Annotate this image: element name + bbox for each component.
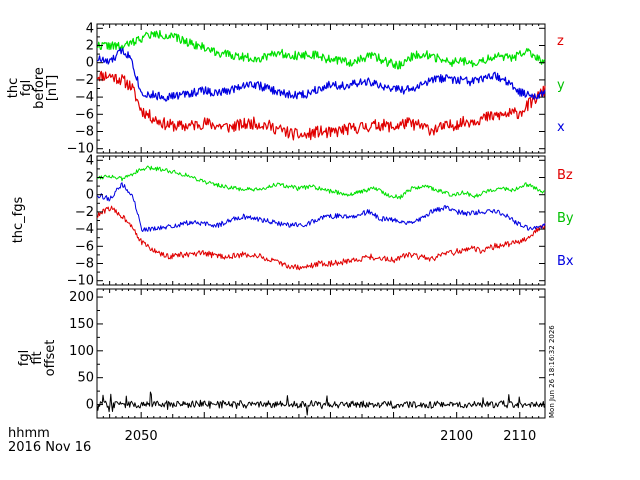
panel-fgl-fit-offset: 0 50 100 150 200 2050 2100 2110 fgl fit offset… bbox=[17, 288, 556, 444]
ytick-label: −8 bbox=[75, 125, 94, 140]
ytick-label: −8 bbox=[75, 257, 94, 272]
panel-2-frame bbox=[96, 155, 546, 286]
series-By-line bbox=[96, 165, 546, 200]
panel-1-ylabel-4: [nT] bbox=[45, 75, 60, 101]
xtick-label: 2110 bbox=[503, 429, 536, 444]
ytick-label: 2 bbox=[86, 171, 94, 186]
panel-2-ylabel: thc_fgs bbox=[11, 196, 26, 243]
ytick-label: −2 bbox=[75, 73, 94, 88]
ytick-label: 150 bbox=[69, 317, 94, 332]
panel-3-ylabel-3: offset bbox=[43, 340, 58, 377]
panel-3-ylabel-2: fit bbox=[30, 351, 45, 364]
ytick-label: 0 bbox=[86, 398, 94, 413]
ytick-label: 2 bbox=[86, 39, 94, 54]
ytick-label: 100 bbox=[69, 344, 94, 359]
ytick-label: −4 bbox=[75, 90, 94, 105]
legend-z: z bbox=[557, 34, 564, 49]
legend-x: x bbox=[557, 120, 565, 135]
ytick-label: 50 bbox=[77, 371, 94, 386]
panel-1-frame bbox=[96, 23, 546, 154]
ytick-label: −6 bbox=[75, 239, 94, 254]
ytick-label: 4 bbox=[86, 21, 94, 36]
legend-bx: Bx bbox=[557, 254, 574, 269]
x-axis-label: hhmm bbox=[8, 426, 50, 441]
panel-1-ylabel-3: before bbox=[32, 67, 47, 109]
series-y-line bbox=[96, 30, 546, 70]
panel-1-ylabel-1: thc bbox=[6, 78, 21, 98]
ytick-label: −10 bbox=[67, 142, 94, 157]
ytick-label: 200 bbox=[69, 290, 94, 305]
ytick-label: −6 bbox=[75, 107, 94, 122]
ytick-label: −10 bbox=[67, 274, 94, 289]
ytick-label: −4 bbox=[75, 222, 94, 237]
series-offset-line bbox=[96, 391, 546, 416]
ytick-label: 4 bbox=[86, 153, 94, 168]
series-Bz-line bbox=[96, 205, 546, 271]
series-x-line bbox=[96, 47, 546, 102]
legend-bz: Bz bbox=[557, 168, 573, 183]
panel-3-ylabel-1: fgl bbox=[17, 350, 32, 366]
series-Bx-line bbox=[96, 182, 546, 232]
panel-1-ylabel-2: fgl bbox=[19, 80, 34, 96]
panel-fgs: −10 −8 −6 −4 −2 0 2 4 thc_fgs Bz By Bx bbox=[11, 153, 574, 288]
ytick-label: 0 bbox=[86, 188, 94, 203]
xtick-label: 2050 bbox=[125, 429, 158, 444]
xtick-label: 2100 bbox=[440, 429, 473, 444]
date-label: 2016 Nov 16 bbox=[8, 440, 91, 455]
timestamp-stamp: Mon Jun 26 18:16:32 2026 bbox=[548, 325, 556, 418]
legend-by: By bbox=[557, 211, 574, 226]
panel-fgl-before: −10 −8 −6 −4 −2 0 2 4 thc fgl before [nT] z y x bbox=[6, 21, 565, 156]
panel-3-frame bbox=[96, 288, 546, 419]
ytick-label: −2 bbox=[75, 205, 94, 220]
series-z-line bbox=[96, 70, 546, 141]
ytick-label: 0 bbox=[86, 56, 94, 71]
legend-y: y bbox=[557, 78, 565, 93]
